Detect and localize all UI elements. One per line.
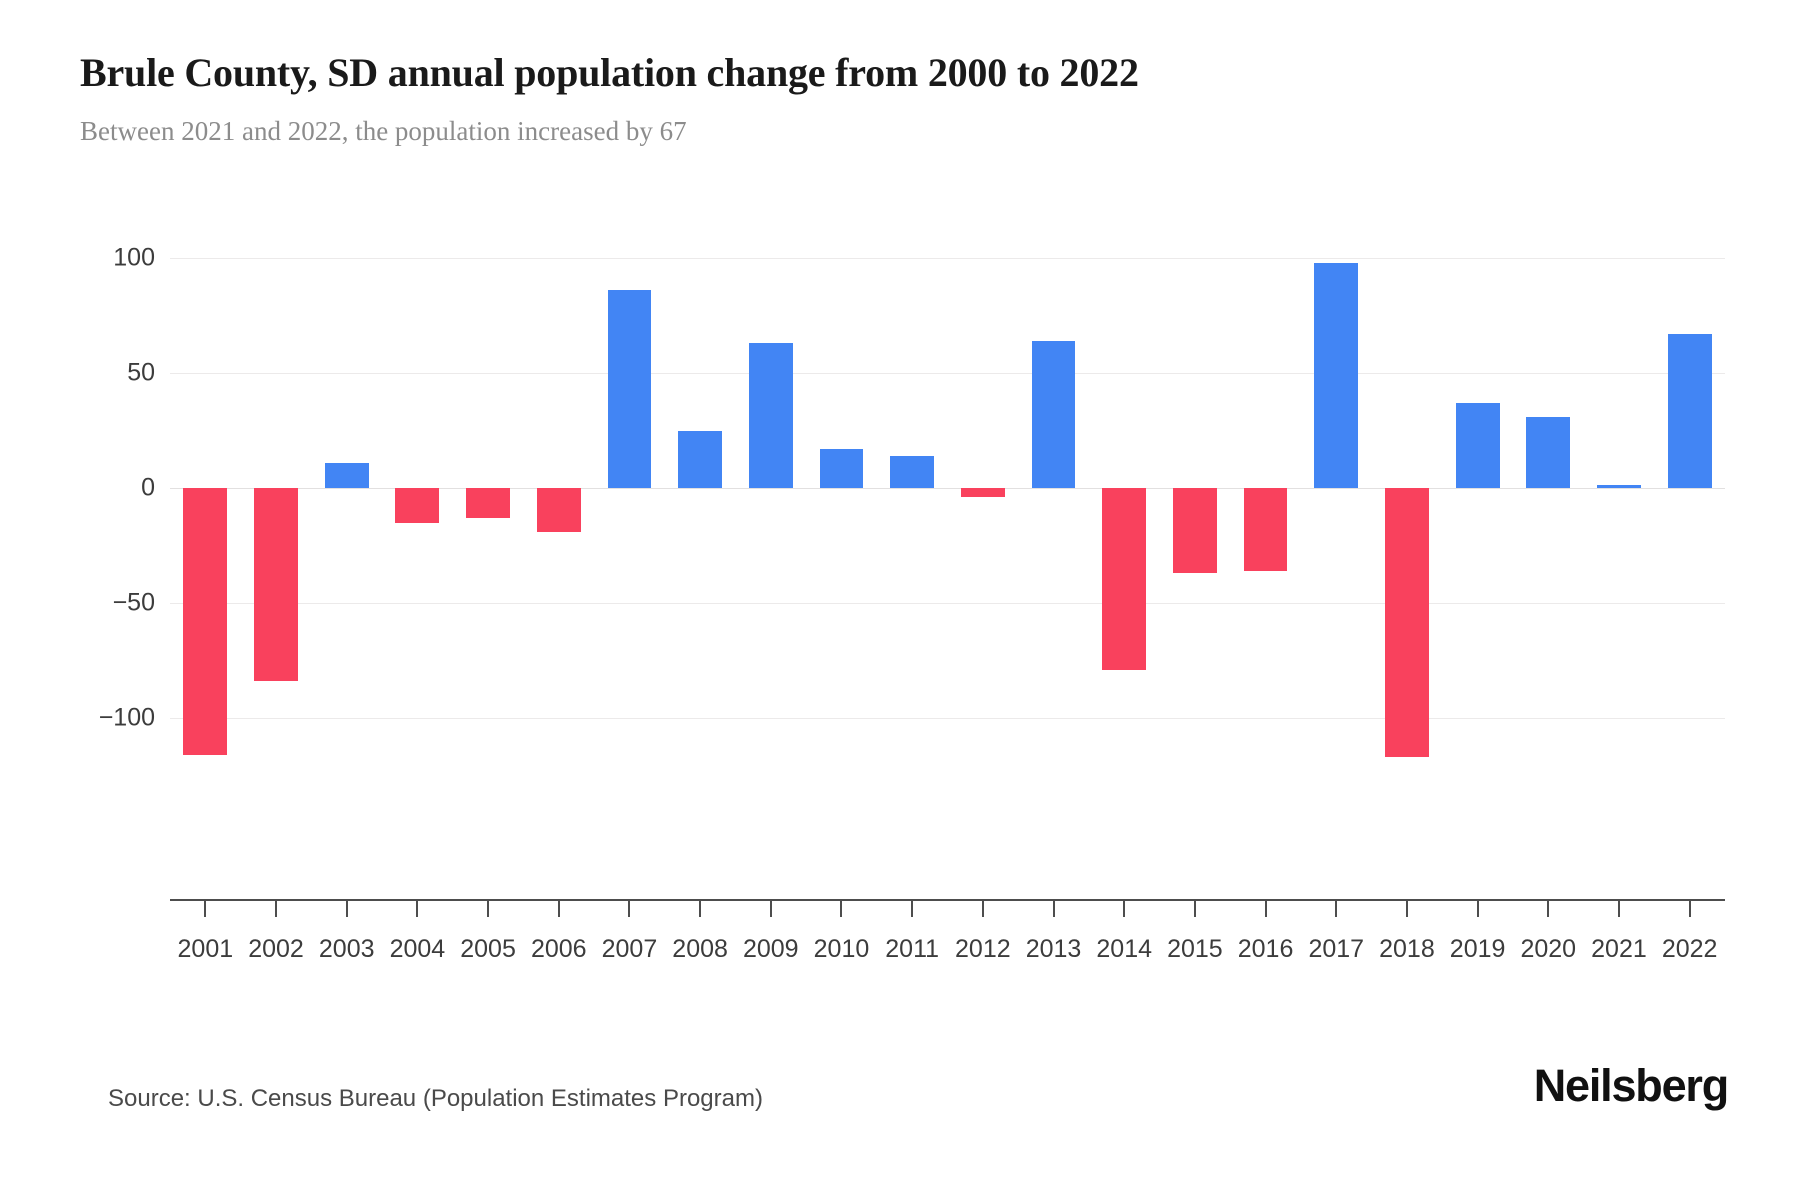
- x-axis-tick-label: 2003: [318, 935, 375, 963]
- x-axis-tick: [204, 899, 207, 917]
- x-axis-tick: [1405, 899, 1408, 917]
- bar-2002[interactable]: [254, 488, 298, 682]
- y-axis-tick-label: −50: [112, 588, 155, 617]
- bar-2003[interactable]: [324, 462, 369, 488]
- x-axis-tick: [699, 899, 702, 917]
- bar-2010[interactable]: [819, 448, 864, 488]
- x-axis-tick-label: 2011: [885, 935, 940, 963]
- x-axis-tick: [275, 899, 278, 917]
- bar-2018[interactable]: [1385, 488, 1429, 758]
- gridline-0: [170, 488, 1725, 489]
- x-axis-tick-label: 2010: [813, 935, 870, 963]
- bar-2004[interactable]: [395, 488, 440, 523]
- x-axis-tick-label: 2019: [1449, 935, 1506, 963]
- x-axis-tick-label: 2002: [248, 935, 304, 963]
- gridline-100: [170, 258, 1725, 259]
- x-axis-tick-label: 2016: [1237, 935, 1294, 963]
- x-axis-tick: [628, 899, 631, 917]
- x-axis-tick: [416, 899, 419, 917]
- x-axis-tick: [345, 899, 348, 917]
- bar-2013[interactable]: [1031, 340, 1076, 488]
- x-axis-tick-label: 2015: [1167, 935, 1223, 963]
- x-axis-tick: [1547, 899, 1550, 917]
- x-axis-tick: [911, 899, 914, 917]
- x-axis-tick-label: 2021: [1591, 935, 1647, 963]
- y-axis-tick-label: −100: [98, 703, 155, 732]
- bar-2016[interactable]: [1243, 488, 1288, 571]
- bar-2015[interactable]: [1172, 488, 1217, 574]
- bar-2021[interactable]: [1597, 485, 1641, 488]
- bar-2017[interactable]: [1314, 262, 1359, 488]
- x-axis-tick-label: 2004: [389, 935, 446, 963]
- chart-subtitle: Between 2021 and 2022, the population in…: [80, 116, 687, 146]
- bar-2001[interactable]: [183, 488, 228, 755]
- bar-2009[interactable]: [748, 343, 793, 488]
- x-axis-tick-label: 2006: [530, 935, 587, 963]
- gridline--100: [170, 718, 1725, 719]
- bar-2008[interactable]: [678, 430, 722, 488]
- bar-2020[interactable]: [1526, 416, 1571, 488]
- x-axis-tick-label: 2013: [1025, 935, 1082, 963]
- x-axis-tick: [1052, 899, 1055, 917]
- x-axis-tick-label: 2009: [742, 935, 799, 963]
- source-note: Source: U.S. Census Bureau (Population E…: [108, 1085, 763, 1112]
- brand-logo: Neilsberg: [1533, 1060, 1729, 1111]
- bar-2005[interactable]: [466, 488, 510, 518]
- x-axis-tick: [1476, 899, 1479, 917]
- x-axis-tick: [1123, 899, 1126, 917]
- x-axis-tick-label: 2012: [955, 935, 1011, 963]
- bar-2022[interactable]: [1667, 333, 1712, 488]
- bar-2006[interactable]: [536, 488, 581, 532]
- x-axis-tick-label: 2020: [1520, 935, 1577, 963]
- y-axis-tick-label: 0: [141, 473, 155, 502]
- x-axis-tick-label: 2017: [1308, 935, 1365, 963]
- x-axis-tick-label: 2022: [1661, 935, 1718, 963]
- x-axis-tick-label: 2005: [460, 935, 516, 963]
- chart-header: Brule County, SD annual population chang…: [80, 48, 1720, 150]
- gridline--50: [170, 603, 1725, 604]
- bar-2012[interactable]: [960, 488, 1005, 498]
- x-axis-tick: [1193, 899, 1196, 917]
- gridline-50: [170, 373, 1725, 374]
- x-axis-tick: [981, 899, 984, 917]
- x-axis-tick-label: 2007: [601, 935, 658, 963]
- x-axis-tick: [557, 899, 560, 917]
- y-axis-tick-label: 50: [127, 358, 155, 387]
- x-axis-tick-label: 2014: [1096, 935, 1153, 963]
- x-axis-tick: [1264, 899, 1267, 917]
- page-title: Brule County, SD annual population chang…: [80, 50, 1139, 95]
- bars-group: [170, 0, 1725, 1200]
- x-axis-tick-label: 2008: [672, 935, 728, 963]
- x-axis-tick: [1335, 899, 1338, 917]
- x-axis-tick: [1688, 899, 1691, 917]
- bar-2007[interactable]: [607, 290, 652, 488]
- y-axis-tick-label: 100: [113, 243, 155, 272]
- x-axis-tick: [769, 899, 772, 917]
- x-axis-tick: [840, 899, 843, 917]
- x-axis-tick: [1617, 899, 1620, 917]
- x-axis-tick-label: 2018: [1379, 935, 1435, 963]
- bar-2019[interactable]: [1455, 402, 1500, 488]
- x-axis-tick-label: 2001: [177, 935, 234, 963]
- bar-2014[interactable]: [1102, 488, 1147, 670]
- x-axis-tick: [487, 899, 490, 917]
- x-axis-line: [170, 899, 1725, 901]
- bar-2011[interactable]: [890, 455, 935, 488]
